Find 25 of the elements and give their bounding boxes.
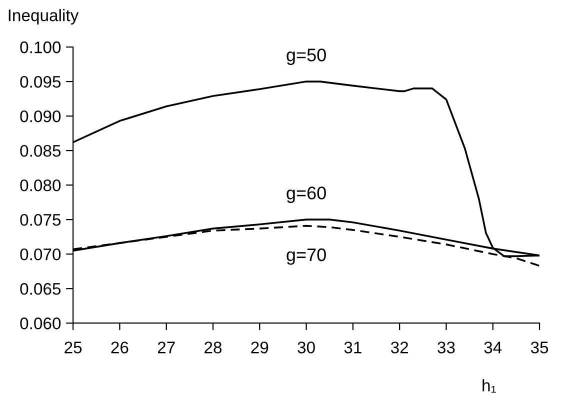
x-axis-title: h₁ <box>482 379 496 393</box>
y-tick-label: 0.060 <box>20 318 61 330</box>
x-tick-label: 27 <box>158 342 175 354</box>
x-tick-label: 32 <box>390 342 408 354</box>
y-tick-label: 0.085 <box>20 144 61 157</box>
x-tick-label: 33 <box>438 342 455 354</box>
x-tick-label: 34 <box>484 342 502 354</box>
x-tick-label: 28 <box>204 342 222 354</box>
y-tick-label: 0.065 <box>20 283 61 295</box>
x-tick-label: 26 <box>111 342 128 354</box>
y-tick-label: 0.080 <box>20 179 61 192</box>
x-tick-label: 25 <box>64 342 82 354</box>
series-label: g=50 <box>286 48 326 65</box>
x-tick-label: 29 <box>251 342 268 354</box>
y-tick-label: 0.075 <box>20 214 61 226</box>
y-tick-label: 0.090 <box>20 110 61 122</box>
y-tick-label: 0.070 <box>20 248 61 260</box>
series-label: g=60 <box>286 186 326 203</box>
series-label: g=70 <box>286 248 326 265</box>
x-tick-label: 31 <box>344 342 362 354</box>
y-tick-label: 0.095 <box>20 76 61 88</box>
y-tick-label: 0.100 <box>20 41 61 54</box>
y-axis-title: Inequality <box>8 9 79 25</box>
x-tick-label: 30 <box>298 342 315 354</box>
x-tick-label: 35 <box>530 342 548 354</box>
